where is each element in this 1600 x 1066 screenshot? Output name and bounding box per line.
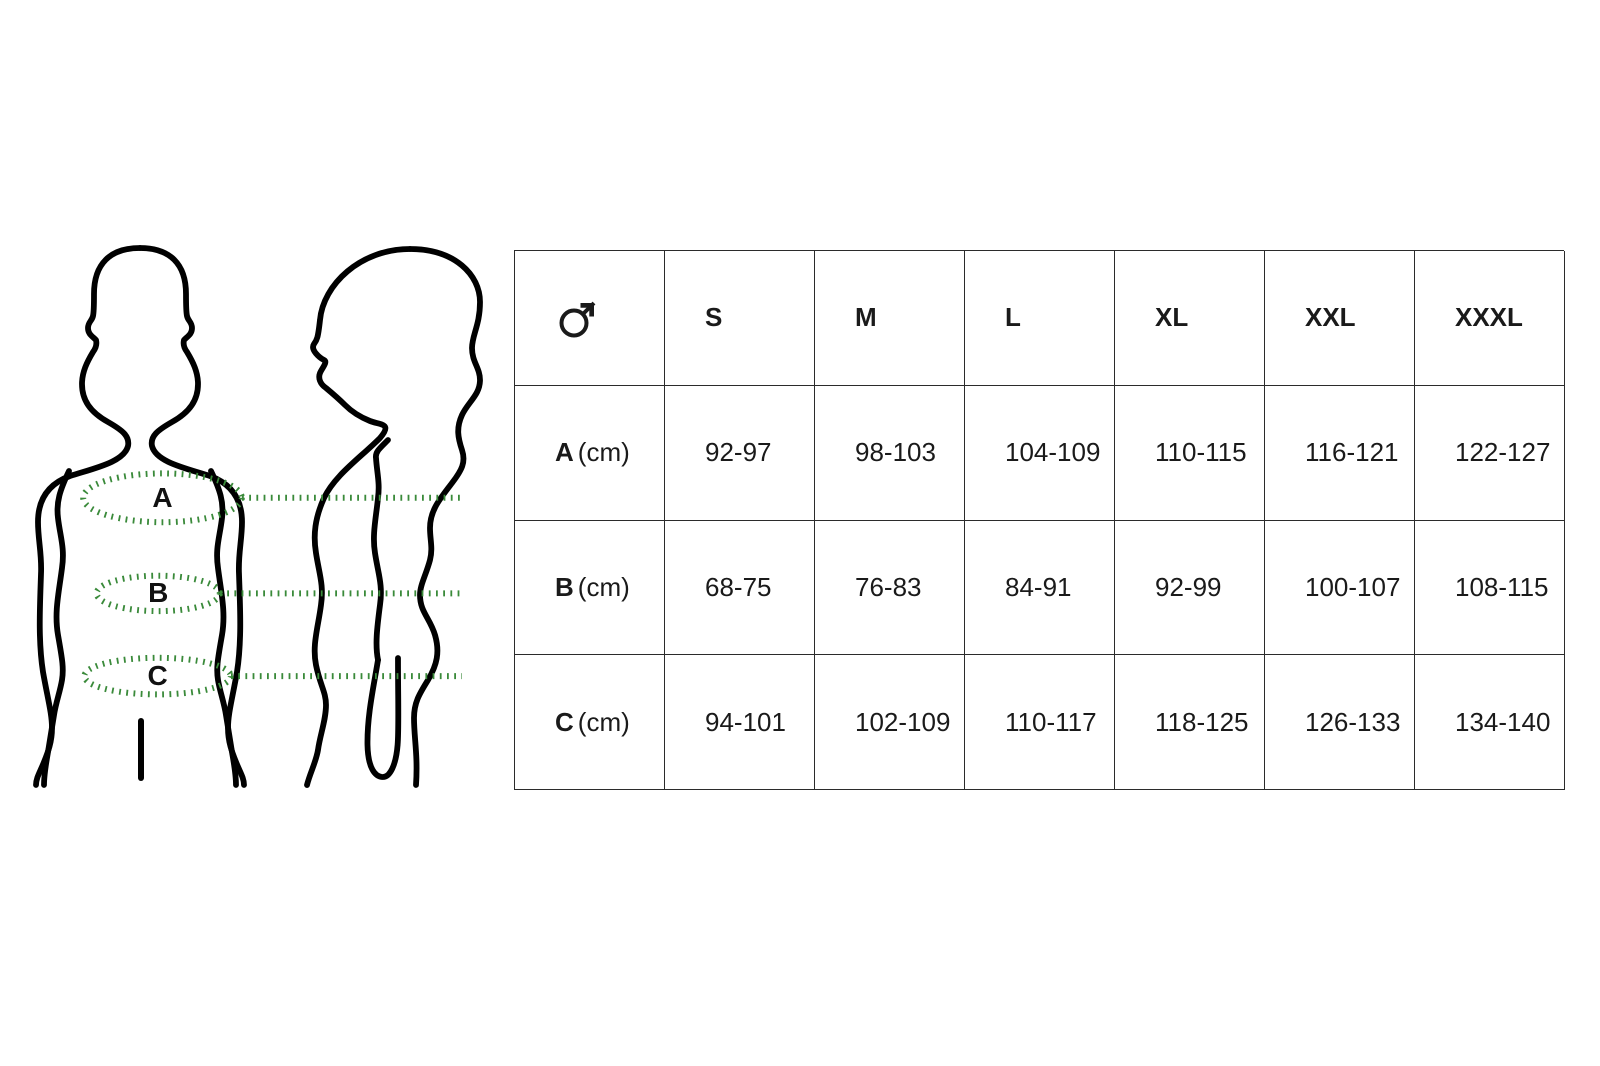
svg-text:C: C <box>147 660 167 691</box>
svg-text:A: A <box>152 482 172 513</box>
svg-text:B: B <box>148 577 168 608</box>
